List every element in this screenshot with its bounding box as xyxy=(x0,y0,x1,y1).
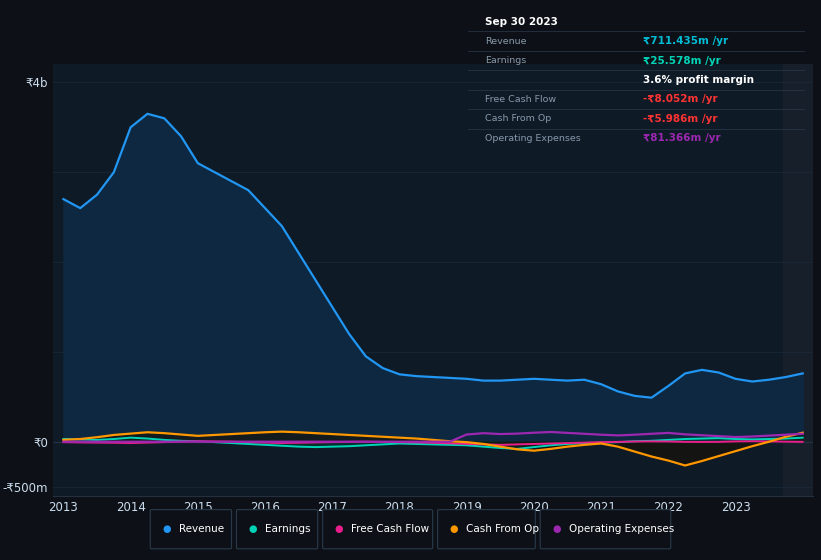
Text: Earnings: Earnings xyxy=(485,56,526,65)
Text: Operating Expenses: Operating Expenses xyxy=(485,134,580,143)
Text: ●: ● xyxy=(335,524,343,534)
Text: -₹5.986m /yr: -₹5.986m /yr xyxy=(643,114,718,124)
Text: Free Cash Flow: Free Cash Flow xyxy=(351,524,429,534)
Text: Cash From Op: Cash From Op xyxy=(485,114,551,123)
Text: Free Cash Flow: Free Cash Flow xyxy=(485,95,556,104)
Text: Cash From Op: Cash From Op xyxy=(466,524,539,534)
Text: ●: ● xyxy=(450,524,458,534)
Text: Earnings: Earnings xyxy=(265,524,310,534)
Text: ₹711.435m /yr: ₹711.435m /yr xyxy=(643,36,728,46)
Text: Revenue: Revenue xyxy=(485,36,526,46)
Text: 3.6% profit margin: 3.6% profit margin xyxy=(643,75,754,85)
Text: Operating Expenses: Operating Expenses xyxy=(569,524,674,534)
Text: ₹25.578m /yr: ₹25.578m /yr xyxy=(643,55,721,66)
Text: ●: ● xyxy=(553,524,561,534)
Text: ●: ● xyxy=(163,524,171,534)
Text: -₹8.052m /yr: -₹8.052m /yr xyxy=(643,95,718,104)
Bar xyxy=(782,64,813,496)
Text: ₹81.366m /yr: ₹81.366m /yr xyxy=(643,133,721,143)
Text: Sep 30 2023: Sep 30 2023 xyxy=(485,17,557,27)
Text: Revenue: Revenue xyxy=(179,524,224,534)
Text: ●: ● xyxy=(249,524,257,534)
